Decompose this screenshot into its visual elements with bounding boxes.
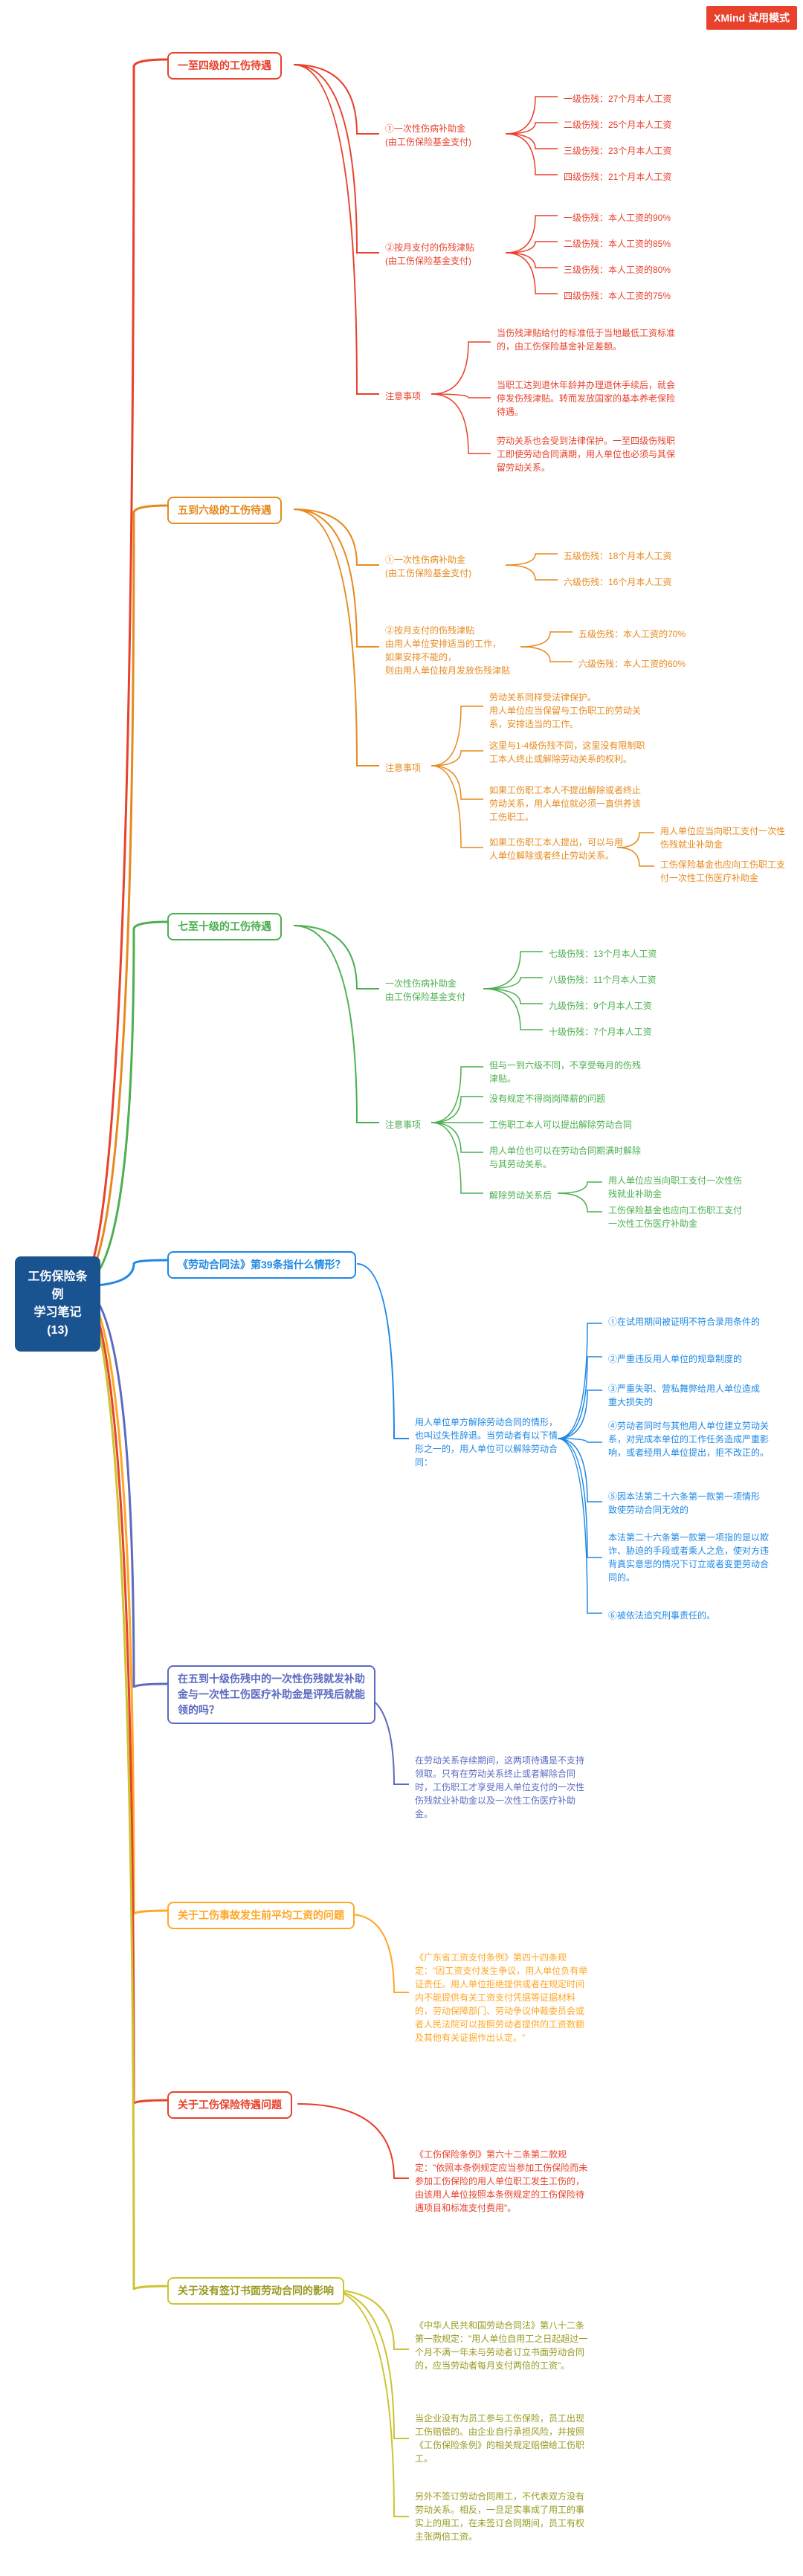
leaf: 解除劳动关系后 [483, 1186, 558, 1205]
leaf: 但与一到六级不同，不享受每月的伤残津贴。 [483, 1056, 647, 1088]
leaf: 没有规定不得岗岗降薪的问题 [483, 1089, 611, 1108]
leaf: 本法第二十六条第一款第一项指的是以欺诈、胁迫的手段或者乘人之危，使对方违背真实意… [602, 1528, 781, 1587]
leaf: ②严重违反用人单位的规章制度的 [602, 1349, 748, 1369]
leaf: 工伤保险基金也应向工伤职工支付一次性工伤医疗补助金 [602, 1201, 751, 1233]
b1-s1[interactable]: ①一次性伤病补助金 (由工伤保险基金支付) [379, 119, 477, 152]
leaf: 九级伤残：9个月本人工资 [543, 996, 658, 1016]
leaf: 六级伤残：16个月本人工资 [558, 572, 677, 592]
leaf: 一级伤残：本人工资的90% [558, 208, 677, 227]
leaf: 四级伤残：本人工资的75% [558, 286, 677, 306]
branch-4[interactable]: 《劳动合同法》第39条指什么情形？ [167, 1251, 356, 1279]
leaf: 二级伤残：25个月本人工资 [558, 115, 677, 135]
leaf: 二级伤残：本人工资的85% [558, 234, 677, 254]
branch-1[interactable]: 一至四级的工伤待遇 [167, 52, 282, 80]
leaf: ④劳动者同时与其他用人单位建立劳动关系，对完成本单位的工作任务造成严重影响，或者… [602, 1416, 781, 1462]
leaf: 四级伤残：21个月本人工资 [558, 167, 677, 187]
branch-6[interactable]: 关于工伤事故发生前平均工资的问题 [167, 1902, 355, 1929]
leaf: 如果工伤职工本人不提出解除或者终止劳动关系，用人单位就必须一直供养该工伤职工。 [483, 781, 654, 827]
leaf: 如果工伤职工本人提出，可以与用人单位解除或者终止劳动关系。 [483, 833, 632, 865]
leaf: ③严重失职、营私舞弊给用人单位造成重大损失的 [602, 1379, 766, 1412]
leaf: 三级伤残：23个月本人工资 [558, 141, 677, 161]
leaf: 七级伤残：13个月本人工资 [543, 944, 662, 963]
mindmap-canvas: 工伤保险条例 学习笔记 (13) 一至四级的工伤待遇 ①一次性伤病补助金 (由工… [0, 0, 803, 2576]
b3-s2[interactable]: 注意事项 [379, 1115, 427, 1134]
leaf: 当伤残津贴给付的标准低于当地最低工资标准的，由工伤保险基金补足差额。 [491, 323, 684, 356]
branch-7[interactable]: 关于工伤保险待遇问题 [167, 2091, 292, 2119]
leaf: 三级伤残：本人工资的80% [558, 260, 677, 280]
leaf: 五级伤残：18个月本人工资 [558, 546, 677, 566]
leaf: 劳动关系同样受法律保护。 用人单位应当保留与工伤职工的劳动关系，安排适当的工作。 [483, 688, 654, 734]
leaf: 《工伤保险条例》第六十二条第二款规定："依照本条例规定应当参加工伤保险而未参加工… [409, 2145, 595, 2218]
leaf: 另外不签订劳动合同用工，不代表双方没有劳动关系。相反，一旦足实事成了用工的事实上… [409, 2487, 595, 2546]
leaf: 八级伤残：11个月本人工资 [543, 970, 662, 990]
leaf: 《广东省工资支付条例》第四十四条规定："因工资支付发生争议，用人单位负有举证责任… [409, 1948, 595, 2047]
leaf: 在劳动关系存续期间，这两项待遇是不支持领取。只有在劳动关系终止或者解除合同时，工… [409, 1751, 595, 1824]
leaf: 用人单位应当向职工支付一次性伤残就业补助金 [654, 821, 796, 854]
b2-s2[interactable]: ②按月支付的伤残津贴 由用人单位安排适当的工作， 如果安排不能的， 则由用人单位… [379, 621, 516, 680]
leaf: 六级伤残：本人工资的60% [573, 654, 691, 674]
leaf: 工伤职工本人可以提出解除劳动合同 [483, 1115, 638, 1134]
leaf: 五级伤残：本人工资的70% [573, 624, 691, 644]
b2-s3[interactable]: 注意事项 [379, 758, 427, 778]
b3-s1[interactable]: 一次性伤病补助金 由工伤保险基金支付 [379, 974, 471, 1007]
leaf: 劳动关系也会受到法律保护。一至四级伤残职工即使劳动合同满期，用人单位也必须与其保… [491, 431, 684, 477]
branch-8[interactable]: 关于没有签订书面劳动合同的影响 [167, 2277, 344, 2305]
branch-5[interactable]: 在五到十级伤残中的一次性伤残就发补助金与一次性工伤医疗补助金是评残后就能领的吗？ [167, 1665, 375, 1724]
leaf: ⑤因本法第二十六条第一款第一项情形致使劳动合同无效的 [602, 1487, 766, 1520]
leaf: 当企业没有为员工参与工伤保险，员工出现工伤赔偿的。由企业自行承担风险，并按照《工… [409, 2409, 595, 2468]
leaf: 《中华人民共和国劳动合同法》第八十二条第一款规定："用人单位自用工之日起超过一个… [409, 2316, 595, 2375]
root-node[interactable]: 工伤保险条例 学习笔记 (13) [15, 1256, 100, 1352]
b1-s2[interactable]: ②按月支付的伤残津贴 (由工伤保险基金支付) [379, 238, 480, 271]
b4-s1[interactable]: 用人单位单方解除劳动合同的情形，也叫过失性辞退。当劳动者有以下情形之一的，用人单… [409, 1413, 565, 1472]
leaf: 工伤保险基金也应向工伤职工支付一次性工伤医疗补助金 [654, 855, 796, 888]
branch-3[interactable]: 七至十级的工伤待遇 [167, 913, 282, 940]
leaf: 用人单位也可以在劳动合同期满时解除与其劳动关系。 [483, 1141, 647, 1174]
leaf: 十级伤残：7个月本人工资 [543, 1022, 658, 1042]
b2-s1[interactable]: ①一次性伤病补助金 (由工伤保险基金支付) [379, 550, 477, 583]
leaf: 当职工达到退休年龄并办理退休手续后，就会停发伤残津贴。转而发放国家的基本养老保险… [491, 375, 684, 422]
leaf: 这里与1-4级伤残不同，这里没有限制职工本人终止或解除劳动关系的权利。 [483, 736, 654, 769]
leaf: ①在试用期间被证明不符合录用条件的 [602, 1312, 766, 1331]
branch-2[interactable]: 五到六级的工伤待遇 [167, 497, 282, 524]
leaf: 用人单位应当向职工支付一次性伤残就业补助金 [602, 1171, 751, 1204]
b1-s3[interactable]: 注意事项 [379, 387, 427, 406]
leaf: ⑥被依法追究刑事责任的。 [602, 1606, 721, 1625]
leaf: 一级伤残：27个月本人工资 [558, 89, 677, 109]
